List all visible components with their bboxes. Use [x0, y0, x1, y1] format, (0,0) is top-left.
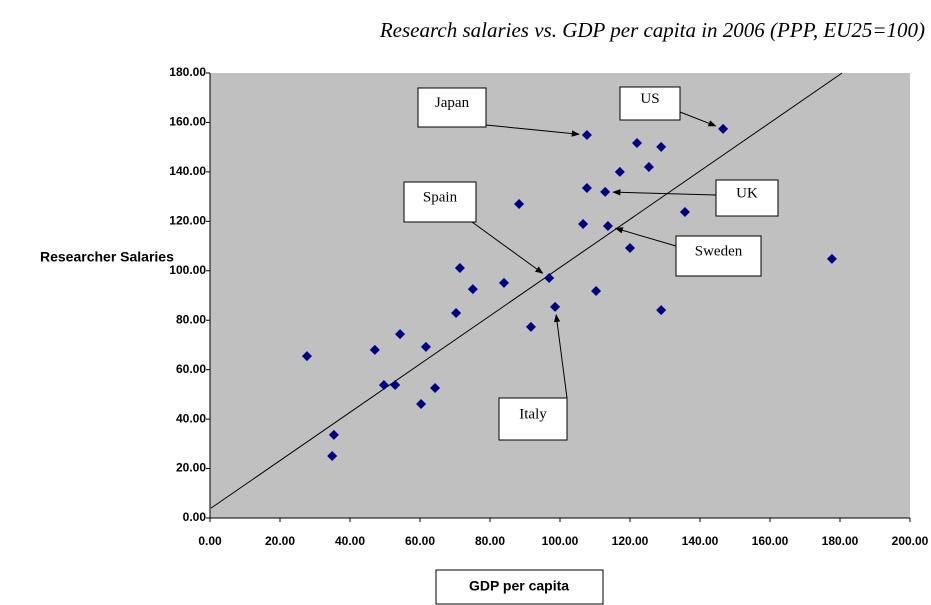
annotation-arrow [612, 189, 717, 196]
annotation-label: Japan [435, 95, 470, 111]
point [454, 263, 465, 274]
point [451, 308, 462, 319]
annotation-box [417, 87, 487, 128]
point [378, 379, 389, 390]
point [581, 182, 592, 193]
point [632, 137, 642, 148]
point [550, 301, 561, 312]
x-tick-label: 80.00 [475, 534, 505, 548]
x-axis-title: GDP per capita [469, 578, 569, 594]
point [679, 206, 690, 217]
annotation-arrow [485, 124, 580, 137]
x-tick-label: 20.00 [265, 534, 295, 548]
x-axis-title-box [435, 569, 604, 605]
x-tick-label: 140.00 [682, 534, 719, 548]
annotation-label: US [640, 91, 659, 107]
x-tick-label: 60.00 [405, 534, 435, 548]
point [656, 305, 667, 316]
point [643, 161, 654, 172]
point [327, 450, 338, 461]
annotation-arrow [614, 227, 677, 247]
y-tick-label: 100.00 [169, 263, 206, 277]
trendline [210, 72, 843, 509]
point [328, 429, 339, 440]
plot-area [210, 73, 910, 518]
y-tick-label: 20.00 [176, 461, 206, 475]
annotation-arrow [553, 314, 568, 399]
annotation-box [403, 181, 477, 223]
point [544, 272, 555, 283]
point [514, 199, 525, 210]
annotation-box [675, 235, 762, 277]
annotation-label: Spain [423, 189, 458, 205]
point [581, 130, 592, 141]
point [369, 344, 380, 355]
point [395, 329, 406, 340]
x-tick-label: 180.00 [822, 534, 859, 548]
point [625, 243, 635, 254]
x-tick-label: 100.00 [542, 534, 579, 548]
annotation-label: UK [736, 185, 758, 201]
point [525, 321, 536, 332]
y-tick-label: 0.00 [183, 510, 207, 524]
annotation-label: Italy [519, 406, 547, 422]
point [614, 166, 625, 177]
y-tick-label: 160.00 [169, 115, 206, 129]
point [600, 186, 611, 197]
annotation-box [715, 179, 779, 217]
x-tick-label: 120.00 [612, 534, 649, 548]
y-tick-label: 40.00 [176, 411, 206, 425]
y-axis-title: Researcher Salaries [40, 249, 174, 265]
point [499, 277, 509, 288]
annotation-box [619, 86, 681, 121]
x-tick-label: 160.00 [752, 534, 789, 548]
chart-title: Research salaries vs. GDP per capita in … [379, 18, 925, 42]
annotation-arrow [679, 111, 717, 127]
point [430, 382, 441, 393]
x-tick-label: 40.00 [335, 534, 365, 548]
annotation-box [498, 397, 568, 441]
y-tick-label: 120.00 [169, 214, 206, 228]
point [656, 141, 667, 152]
y-tick-label: 140.00 [169, 164, 206, 178]
point [826, 253, 837, 264]
y-tick-label: 80.00 [176, 312, 206, 326]
x-tick-label: 200.00 [892, 534, 929, 548]
y-tick-label: 180.00 [169, 65, 206, 79]
point [591, 286, 602, 297]
x-tick-label: 0.00 [198, 534, 222, 548]
annotation-arrow [471, 221, 544, 274]
point [420, 341, 431, 352]
point [578, 219, 589, 230]
y-tick-label: 60.00 [176, 362, 206, 376]
point [718, 123, 729, 134]
annotation-label: Sweden [695, 243, 743, 259]
point [467, 284, 478, 295]
point [416, 399, 427, 410]
point [390, 379, 401, 390]
point [301, 351, 312, 362]
point [602, 221, 613, 232]
